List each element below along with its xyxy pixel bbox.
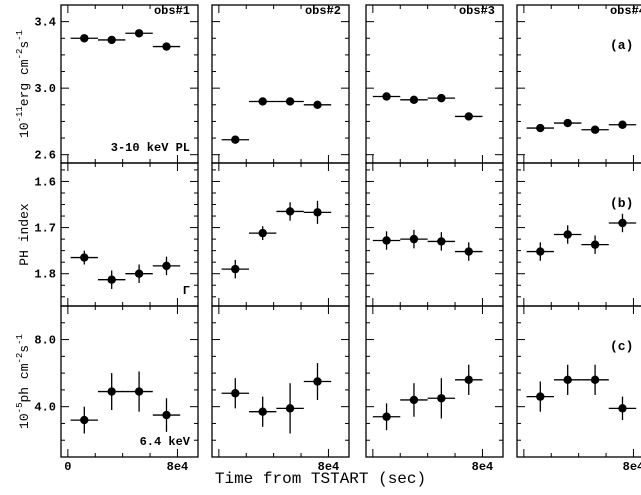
data-point xyxy=(437,93,446,103)
data-point xyxy=(437,237,446,246)
obs-title: obs#3 xyxy=(459,4,495,18)
data-point xyxy=(536,392,545,401)
panel-tag: (b) xyxy=(610,196,633,211)
data-point xyxy=(618,218,627,228)
panel-frame xyxy=(516,305,641,458)
y-axis-title-part: ph cm xyxy=(17,363,32,402)
data-point xyxy=(464,112,473,121)
x-tick-label: 8e4 xyxy=(472,460,494,474)
data-point xyxy=(618,120,627,129)
y-axis-title-part: -1 xyxy=(15,30,25,41)
y-axis-title: 10-5ph cm-2s-1 xyxy=(15,334,32,429)
data-point xyxy=(231,389,240,398)
y-tick-label: 1.6 xyxy=(34,175,56,189)
y-tick-label: 1.8 xyxy=(34,268,56,282)
y-axis-title-part: erg cm xyxy=(17,59,32,106)
y-tick-label: 1.7 xyxy=(34,222,56,236)
obs-title: obs#4 xyxy=(610,4,641,18)
data-point xyxy=(258,97,267,106)
data-point xyxy=(409,234,419,244)
panel-frame xyxy=(211,162,350,307)
data-point xyxy=(313,100,322,109)
y-tick-label: 4.0 xyxy=(34,401,56,415)
data-point xyxy=(563,230,572,239)
data-point xyxy=(409,395,419,405)
y-axis-title-part: -2 xyxy=(15,353,25,364)
x-tick-label: 0 xyxy=(64,460,71,474)
data-point xyxy=(285,97,295,106)
data-point xyxy=(231,264,240,274)
data-point xyxy=(80,34,89,43)
data-point xyxy=(590,375,600,385)
data-point xyxy=(618,404,627,413)
y-axis-title-part: s xyxy=(17,345,32,353)
data-point xyxy=(134,269,144,278)
data-point xyxy=(107,387,116,396)
y-axis-title-part: 10 xyxy=(17,122,32,138)
data-point xyxy=(590,240,600,249)
data-point xyxy=(80,415,89,425)
panel-frame xyxy=(516,4,641,164)
y-tick-label: 3.4 xyxy=(34,16,56,30)
data-point xyxy=(563,118,572,128)
data-point xyxy=(536,247,545,256)
panel-frame xyxy=(365,4,504,164)
data-point xyxy=(162,410,171,420)
data-point xyxy=(107,35,116,45)
x-axis-title: Time from TSTART (sec) xyxy=(214,470,427,488)
data-point xyxy=(134,29,144,38)
data-point xyxy=(382,412,391,421)
y-axis-title-part: -1 xyxy=(15,334,25,345)
data-point xyxy=(134,387,144,396)
x-tick-label: 8e4 xyxy=(167,460,189,474)
panel-frame xyxy=(365,305,504,458)
data-point xyxy=(162,261,171,271)
panel-annotation: Γ xyxy=(183,284,190,298)
data-point xyxy=(285,207,295,216)
y-axis-title: PH index xyxy=(17,203,32,266)
panel-frame xyxy=(211,305,350,458)
data-point xyxy=(382,92,391,101)
data-point xyxy=(536,123,545,133)
obs-title: obs#1 xyxy=(154,4,190,18)
obs-title: obs#2 xyxy=(305,4,341,18)
y-tick-label: 2.6 xyxy=(34,149,56,163)
y-axis-title-part: -2 xyxy=(15,49,25,60)
panel-annotation: 3-10 keV PL xyxy=(111,141,190,155)
data-point xyxy=(285,404,295,413)
data-point xyxy=(590,125,600,134)
data-point xyxy=(162,42,171,51)
data-point xyxy=(437,394,446,403)
data-point xyxy=(107,275,116,284)
panel-tag: (c) xyxy=(610,339,633,354)
y-axis-title-part: -11 xyxy=(15,106,25,122)
data-point xyxy=(563,375,572,385)
panel-tag: (a) xyxy=(610,38,633,53)
y-axis-title-part: -5 xyxy=(15,403,25,414)
panel-frame xyxy=(60,4,199,164)
data-point xyxy=(409,95,419,105)
panel-frame xyxy=(60,305,199,458)
data-point xyxy=(464,247,473,256)
y-axis-title-part: s xyxy=(17,41,32,49)
y-axis-title-part: 10 xyxy=(17,413,32,429)
y-tick-label: 3.0 xyxy=(34,82,56,96)
data-point xyxy=(464,375,473,385)
data-point xyxy=(382,236,391,245)
y-tick-label: 8.0 xyxy=(34,334,56,348)
x-tick-label: 8e4 xyxy=(623,460,641,474)
data-point xyxy=(80,253,89,262)
panel-annotation: 6.4 keV xyxy=(140,435,191,449)
y-axis-title: 10-11erg cm-2s-1 xyxy=(15,30,32,138)
x-tick-label: 8e4 xyxy=(318,460,340,474)
data-point xyxy=(313,208,322,217)
panel-frame xyxy=(60,162,199,307)
data-point xyxy=(258,407,267,416)
data-point xyxy=(258,228,267,238)
data-point xyxy=(313,377,322,386)
data-point xyxy=(231,135,240,144)
